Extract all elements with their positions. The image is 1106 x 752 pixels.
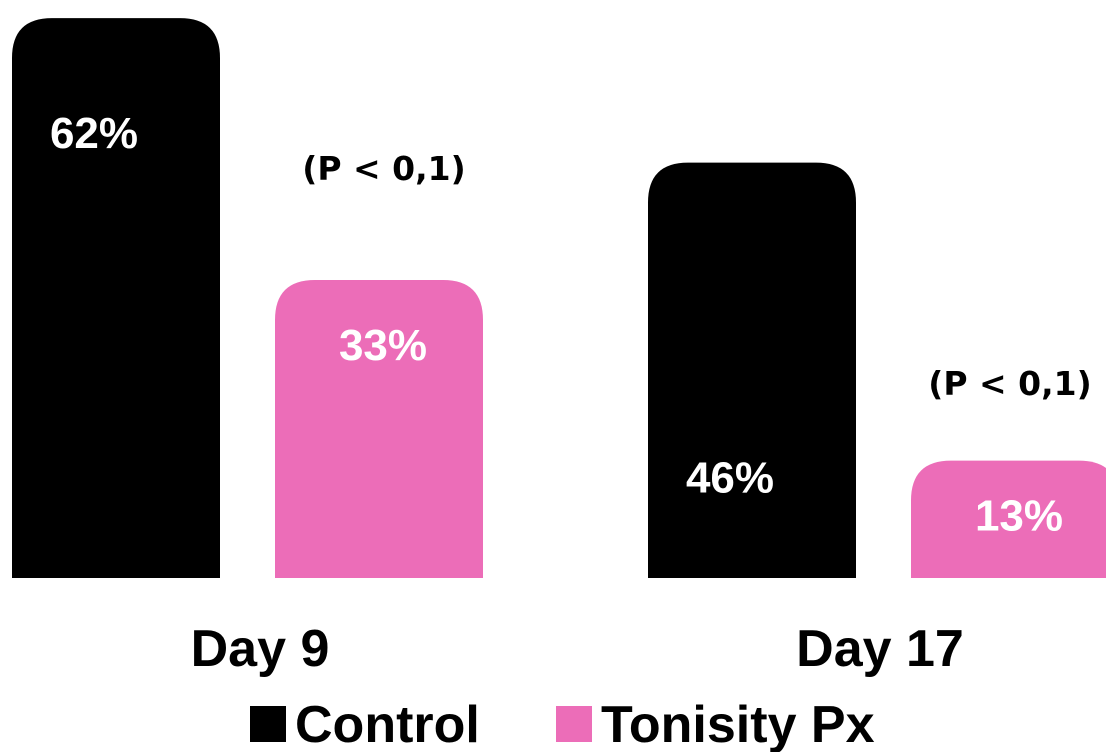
bar-value-label: 46% bbox=[686, 454, 774, 503]
bar-value-label: 33% bbox=[339, 321, 427, 370]
category-label: Day 17 bbox=[796, 620, 964, 678]
bar-day-9-control bbox=[12, 18, 220, 578]
p-value-annotation: (P < 0,1) bbox=[302, 149, 465, 188]
bar-value-label: 62% bbox=[50, 109, 138, 158]
category-label: Day 9 bbox=[191, 620, 330, 678]
bar-value-label: 13% bbox=[975, 492, 1063, 541]
bar-day-17-control bbox=[648, 162, 856, 578]
legend-swatch bbox=[250, 706, 286, 742]
bar-day-17-tonisity-px bbox=[911, 460, 1106, 578]
legend-label: Tonisity Px bbox=[601, 696, 875, 752]
legend-swatch bbox=[556, 706, 592, 742]
legend-label: Control bbox=[295, 696, 480, 752]
bar-day-9-tonisity-px bbox=[275, 280, 483, 578]
p-value-annotation: (P < 0,1) bbox=[928, 364, 1091, 403]
